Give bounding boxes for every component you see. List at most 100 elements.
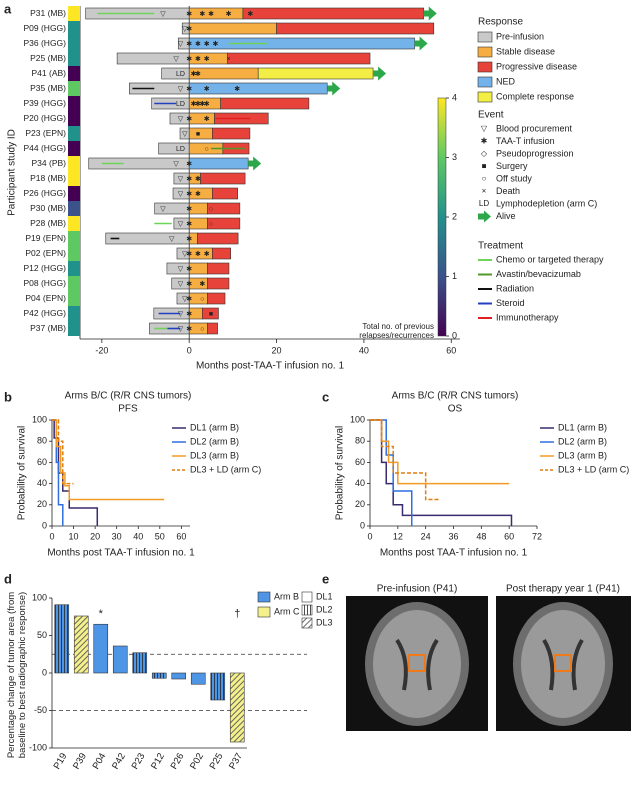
y-tick-label: 0 (360, 520, 365, 530)
x-axis-label: Months post TAA-T infusion no. 1 (380, 548, 528, 559)
x-tick-label: P04 (91, 751, 109, 771)
y-tick-label: 20 (355, 499, 365, 509)
event-marker: ✱ (186, 85, 192, 93)
patient-id: P30 (MB) (30, 203, 66, 213)
event-marker: ✱ (195, 175, 201, 183)
x-tick-label: 10 (69, 531, 79, 541)
event-marker: ▽ (160, 11, 166, 18)
legend-label: DL1 (arm B) (190, 422, 239, 432)
patient-id: P41 (AB) (32, 68, 67, 78)
legend-label: DL2 (arm B) (190, 436, 239, 446)
colorbar-tick-label: 1 (452, 271, 457, 281)
patient-id: P12 (HGG) (23, 263, 66, 273)
relapse-swatch (68, 66, 80, 81)
y-tick-label: 100 (32, 592, 47, 602)
patient-id: P26 (HGG) (23, 188, 66, 198)
x-tick-label: 50 (155, 531, 165, 541)
y-tick-label: 0 (42, 520, 47, 530)
response-bar (188, 7, 244, 20)
event-marker: ✱ (226, 10, 232, 18)
patient-id: P28 (MB) (30, 218, 66, 228)
legend-label: Surgery (496, 161, 528, 171)
patient-id: P36 (HGG) (23, 38, 66, 48)
colorbar-tick-label: 3 (452, 152, 457, 162)
alive-arrow (373, 66, 387, 81)
x-tick-label: 60 (446, 345, 456, 355)
event-marker: ○ (205, 146, 209, 153)
panel-letter: c (322, 389, 329, 404)
legend-label: Pre-infusion (496, 31, 544, 41)
y-axis-label: Percentage change of tumor area (from ba… (6, 592, 28, 758)
panel-letter: b (4, 389, 12, 404)
bar-pattern (210, 673, 225, 700)
event-marker: ▽ (173, 161, 179, 168)
patient-id: P37 (MB) (30, 323, 66, 333)
event-marker: × (226, 56, 230, 63)
event-marker: ✱ (186, 265, 192, 273)
event-marker: ✱ (186, 325, 192, 333)
legend-symbol: ✱ (481, 137, 488, 146)
y-axis-label: Probability of survival (335, 426, 346, 520)
patient-id: P34 (PB) (32, 158, 67, 168)
event-marker: ▽ (178, 266, 184, 273)
legend-title: Treatment (478, 241, 523, 252)
chart-title: Arms B/C (R/R CNS tumors) (65, 391, 192, 402)
event-marker: ✱ (208, 10, 214, 18)
response-bar (207, 277, 230, 290)
legend-label: DL3 + LD (arm C) (558, 464, 629, 474)
patient-id: P09 (HGG) (23, 23, 66, 33)
x-tick-label: P12 (149, 751, 167, 771)
response-bar (276, 22, 435, 35)
relapse-swatch (68, 141, 80, 156)
response-bar (257, 67, 374, 80)
x-axis-label: Months post-TAA-T infusion no. 1 (196, 361, 344, 372)
legend-title: Response (478, 17, 523, 28)
legend-swatch (257, 606, 271, 618)
patient-id: P42 (HGG) (23, 308, 66, 318)
patient-id: P18 (MB) (30, 173, 66, 183)
y-axis-label: Participant study ID (7, 129, 18, 216)
event-marker: ✱ (191, 100, 197, 108)
x-tick-label: 0 (49, 531, 54, 541)
legend-label: Stable disease (496, 46, 555, 56)
event-marker: ✱ (195, 250, 201, 258)
event-marker: ▽ (182, 26, 188, 33)
legend-label: DL3 (arm B) (190, 450, 239, 460)
event-marker: ▽ (178, 176, 184, 183)
y-tick-label: 20 (37, 499, 47, 509)
x-tick-label: 24 (421, 531, 431, 541)
relapse-swatch (68, 171, 80, 186)
response-bar (197, 232, 239, 245)
legend-symbol: ◇ (481, 149, 488, 158)
legend-label: Arm B (274, 591, 299, 601)
relapse-swatch (68, 201, 80, 216)
y-tick-label: -50 (34, 705, 47, 715)
alive-arrow (248, 156, 262, 171)
event-marker: ✱ (195, 55, 201, 63)
response-bar (207, 322, 218, 335)
patient-id: P35 (MB) (30, 83, 66, 93)
response-bar (200, 172, 246, 185)
event-marker: ▽ (178, 86, 184, 93)
legend-label: Lymphodepletion (arm C) (496, 198, 597, 208)
event-marker: ✱ (195, 70, 201, 78)
event-marker: ✱ (247, 10, 253, 18)
event-marker: ▽ (173, 56, 179, 63)
y-tick-label: 80 (37, 436, 47, 446)
chart-subtitle: PFS (118, 404, 138, 415)
legend-label: Steroid (496, 298, 525, 308)
y-tick-label: 80 (355, 436, 365, 446)
legend-symbol: ○ (482, 174, 487, 183)
patient-id: P25 (MB) (30, 53, 66, 63)
panel-letter: a (4, 1, 12, 16)
x-tick-label: 12 (393, 531, 403, 541)
event-marker: ○ (200, 296, 204, 303)
event-marker: ✱ (204, 40, 210, 48)
survival-curve (370, 419, 413, 526)
legend-label: DL1 (arm B) (558, 422, 607, 432)
legend-label: Chemo or targeted therapy (496, 254, 604, 264)
relapse-swatch (68, 111, 80, 126)
legend-symbol: × (482, 187, 487, 196)
event-marker: ✱ (186, 115, 192, 123)
